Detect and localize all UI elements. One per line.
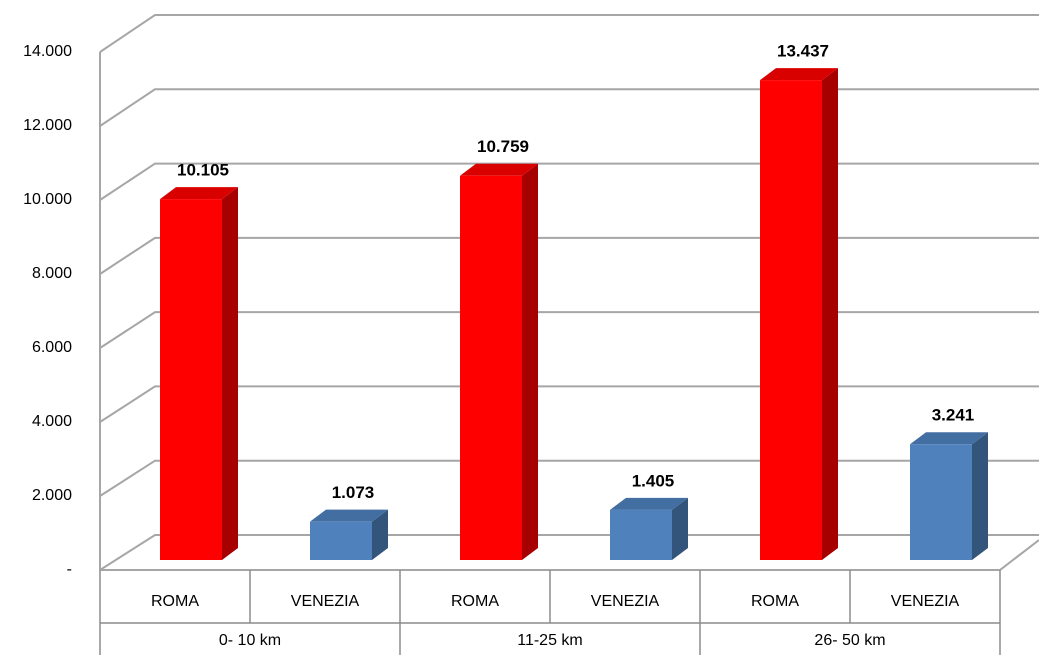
bar <box>910 444 972 560</box>
value-label: 13.437 <box>777 42 829 61</box>
y-tick-label: 6.000 <box>32 339 72 356</box>
bar-top <box>310 509 388 522</box>
floor <box>100 539 1039 571</box>
bar <box>460 175 522 560</box>
grid-line <box>99 534 1039 571</box>
grid-line <box>99 311 1039 349</box>
x-tick-label: ROMA <box>751 593 799 610</box>
grid-line <box>99 14 1039 53</box>
bar <box>610 509 672 560</box>
value-label: 1.073 <box>332 483 375 502</box>
x-tick-label: VENEZIA <box>891 593 960 610</box>
group-label: 26- 50 km <box>814 632 885 649</box>
bar-top <box>460 163 538 176</box>
y-tick-label: 4.000 <box>32 413 72 430</box>
bar-side <box>222 187 238 560</box>
bar-side <box>822 68 838 560</box>
grid-line <box>99 385 1039 423</box>
y-tick-label: - <box>67 561 72 578</box>
group-label: 0- 10 km <box>219 632 281 649</box>
bar-top <box>160 187 238 200</box>
bar-side <box>522 163 538 560</box>
bar-top <box>760 68 838 81</box>
group-label: 11-25 km <box>517 632 583 649</box>
bar <box>760 80 822 560</box>
bar-top <box>910 432 988 445</box>
y-tick-label: 8.000 <box>32 265 72 282</box>
grid-line <box>99 459 1039 497</box>
value-label: 1.405 <box>632 471 675 490</box>
x-tick-label: ROMA <box>151 593 199 610</box>
x-tick-label: VENEZIA <box>591 593 660 610</box>
x-tick-label: ROMA <box>451 593 499 610</box>
x-tick-label: VENEZIA <box>291 593 360 610</box>
grid-line <box>99 88 1039 127</box>
bar-side <box>372 509 388 560</box>
y-tick-label: 2.000 <box>32 487 72 504</box>
grid-line <box>99 236 1039 275</box>
bar-side <box>972 432 988 560</box>
bar-side <box>672 497 688 560</box>
y-tick-label: 12.000 <box>23 117 72 134</box>
bar <box>310 521 372 560</box>
value-label: 10.105 <box>177 161 229 180</box>
value-label: 3.241 <box>932 406 975 425</box>
y-tick-label: 14.000 <box>23 43 72 60</box>
bar-top <box>610 497 688 510</box>
y-tick-label: 10.000 <box>23 191 72 208</box>
bar <box>160 199 222 560</box>
grid-line <box>99 162 1039 201</box>
value-label: 10.759 <box>477 137 529 156</box>
